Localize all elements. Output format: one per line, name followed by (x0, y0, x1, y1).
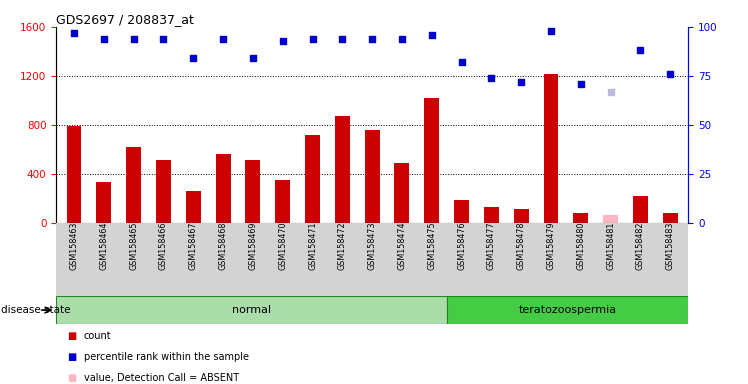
Bar (394, 163, 409, 223)
Point (545, 28, 557, 34)
Bar (275, 180, 290, 223)
Text: teratozoospermia: teratozoospermia (518, 305, 617, 315)
Text: disease state: disease state (1, 305, 70, 315)
Point (664, 71, 676, 77)
Text: percentile rank within the sample: percentile rank within the sample (84, 352, 249, 362)
Bar (56, 296, 447, 324)
Point (426, 31, 438, 38)
Point (128, 36, 140, 42)
Text: normal: normal (232, 305, 272, 315)
Bar (484, 207, 499, 223)
Point (634, 47, 646, 53)
Bar (447, 296, 688, 324)
Point (307, 36, 319, 42)
Bar (454, 200, 469, 223)
Bar (574, 213, 588, 223)
Text: ■: ■ (67, 373, 76, 383)
Point (187, 55, 199, 61)
Bar (663, 213, 678, 223)
Point (337, 36, 349, 42)
Point (456, 59, 468, 65)
Point (575, 81, 587, 87)
Point (98, 36, 110, 42)
Bar (67, 126, 82, 223)
Point (68, 30, 80, 36)
Text: ■: ■ (67, 352, 76, 362)
Bar (215, 154, 230, 223)
Bar (305, 135, 320, 223)
Text: value, Detection Call = ABSENT: value, Detection Call = ABSENT (84, 373, 239, 383)
Bar (633, 196, 648, 223)
Bar (245, 160, 260, 223)
Text: GDS2697 / 208837_at: GDS2697 / 208837_at (56, 13, 194, 26)
Point (157, 36, 169, 42)
Point (247, 55, 259, 61)
Point (604, 88, 616, 94)
Point (485, 75, 497, 81)
Bar (603, 215, 618, 223)
Bar (544, 74, 559, 223)
Bar (335, 116, 350, 223)
Point (277, 38, 289, 44)
Bar (424, 98, 439, 223)
Point (217, 36, 229, 42)
Bar (96, 182, 111, 223)
Bar (156, 160, 171, 223)
Point (366, 36, 378, 42)
Bar (514, 209, 529, 223)
Bar (365, 130, 379, 223)
Bar (186, 191, 200, 223)
Text: ■: ■ (67, 331, 76, 341)
Bar (126, 147, 141, 223)
Point (515, 79, 527, 85)
Text: count: count (84, 331, 111, 341)
Point (396, 36, 408, 42)
